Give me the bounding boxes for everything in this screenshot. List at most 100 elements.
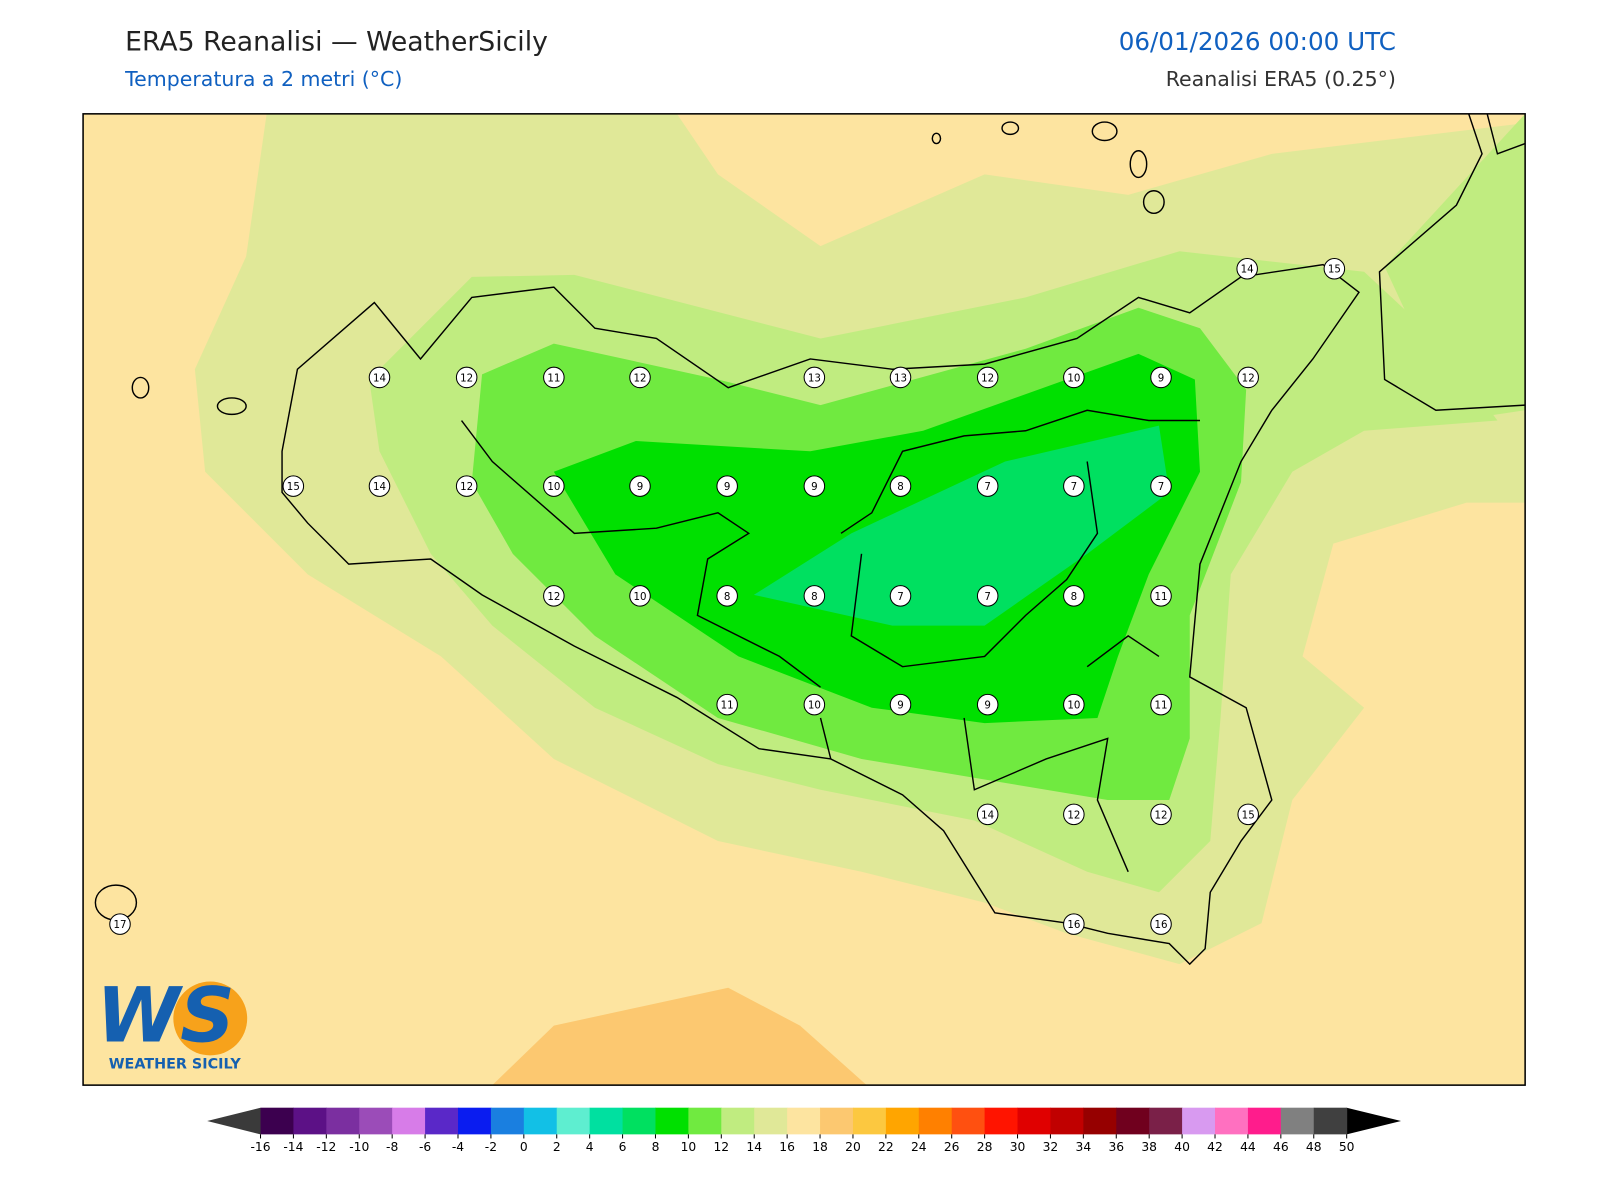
- station-value: 12: [1155, 809, 1168, 821]
- station-value: 14: [981, 809, 994, 821]
- station-value: 9: [897, 700, 904, 712]
- station-value: 15: [287, 481, 300, 493]
- station-marker: [1150, 693, 1172, 716]
- station-value: 14: [373, 372, 386, 384]
- colorbar-tick-label: -8: [386, 1140, 398, 1154]
- station-marker: [1150, 366, 1172, 389]
- station-value: 13: [894, 372, 907, 384]
- station-marker: [976, 803, 999, 826]
- station-value: 12: [1067, 809, 1080, 821]
- colorbar-tick-label: 22: [878, 1140, 894, 1154]
- colorbar-tick-label: 38: [1141, 1140, 1157, 1154]
- colorbar-tick-label: 6: [619, 1140, 627, 1154]
- colorbar-tick-label: 2: [553, 1140, 561, 1154]
- station-marker: [455, 475, 478, 497]
- station-marker: [282, 475, 305, 497]
- coastline: [1378, 113, 1526, 411]
- colorbar-tick-label: 10: [681, 1140, 697, 1154]
- colorbar-tick-label: 34: [1076, 1140, 1092, 1154]
- station-value: 14: [1241, 264, 1254, 276]
- station-value: 12: [633, 372, 646, 384]
- station-value: 10: [547, 481, 560, 493]
- colorbar-box: [359, 1107, 393, 1135]
- station-marker: [1150, 913, 1172, 935]
- station-marker: [629, 585, 651, 607]
- colorbar-box: [984, 1107, 1019, 1135]
- colorbar-tick-label: 20: [845, 1140, 861, 1154]
- colorbar-box: [951, 1107, 986, 1135]
- station-value: 10: [1067, 372, 1080, 384]
- station-marker: [976, 366, 999, 389]
- station-marker: [543, 366, 565, 389]
- colorbar-box: [1182, 1107, 1216, 1135]
- station-marker: [543, 475, 565, 497]
- colorbar-tick-label: 46: [1273, 1140, 1289, 1154]
- station-marker: [889, 475, 912, 497]
- colorbar-tick-label: 40: [1174, 1140, 1190, 1154]
- station-value: 15: [1242, 809, 1255, 821]
- island: [216, 397, 247, 416]
- colorbar-box: [918, 1107, 953, 1135]
- colorbar-tick-label: 30: [1010, 1140, 1026, 1154]
- colorbar-box: [260, 1107, 294, 1135]
- colorbar-tick-label: 50: [1339, 1140, 1355, 1154]
- colorbar-tick-label: 4: [586, 1140, 594, 1154]
- station-value: 8: [897, 481, 904, 493]
- station-marker: [455, 366, 478, 389]
- station-value: 11: [1155, 591, 1168, 603]
- station-marker: [1237, 366, 1259, 389]
- station-value: 7: [897, 591, 904, 603]
- station-value: 12: [460, 481, 473, 493]
- datetime: 06/01/2026 00:00 UTC: [1119, 27, 1396, 56]
- colorbar-box: [457, 1107, 492, 1135]
- logo: WS WEATHER SICILY: [96, 971, 248, 1073]
- station-marker: [803, 693, 826, 716]
- colorbar-box: [392, 1107, 426, 1135]
- station-value: 8: [1071, 591, 1078, 603]
- station-marker: [716, 585, 738, 607]
- station-marker: [1063, 585, 1085, 607]
- colorbar-tick-label: -16: [250, 1140, 270, 1154]
- coastline: [1486, 113, 1526, 155]
- station-marker: [1063, 693, 1085, 716]
- island: [1001, 121, 1020, 136]
- colorbar-tick-label: -4: [452, 1140, 464, 1154]
- logo-sun: [173, 981, 248, 1056]
- colorbar-tick-label: 44: [1240, 1140, 1256, 1154]
- station-value: 8: [724, 591, 731, 603]
- colorbar-box: [688, 1107, 722, 1135]
- station-marker: [1150, 585, 1172, 607]
- colorbar-box: [721, 1107, 755, 1135]
- station-value: 17: [113, 919, 126, 931]
- station-value: 8: [811, 591, 818, 603]
- contour-fill: [1384, 113, 1526, 421]
- colorbar-tick-label: 0: [520, 1140, 528, 1154]
- station-marker: [629, 366, 651, 389]
- colorbar-tick-label: 36: [1108, 1140, 1124, 1154]
- source: Reanalisi ERA5 (0.25°): [1166, 67, 1396, 91]
- station-marker: [889, 693, 912, 716]
- logo-text: WEATHER SICILY: [109, 1057, 242, 1073]
- station-value: 12: [1242, 372, 1255, 384]
- station-value: 10: [1067, 700, 1080, 712]
- station-marker: [716, 693, 738, 716]
- colorbar-box: [523, 1107, 558, 1135]
- station-value: 14: [373, 481, 386, 493]
- colorbar-box: [1083, 1107, 1117, 1135]
- colorbar-box: [1050, 1107, 1084, 1135]
- station-value: 16: [1155, 919, 1168, 931]
- station-marker: [976, 585, 999, 607]
- colorbar-tick-label: 8: [652, 1140, 660, 1154]
- colorbar-box: [425, 1107, 459, 1135]
- station-value: 10: [633, 591, 646, 603]
- island: [1129, 150, 1148, 179]
- station-value: 13: [808, 372, 821, 384]
- colorbar-box: [885, 1107, 920, 1135]
- colorbar-box: [326, 1107, 360, 1135]
- station-value: 9: [724, 481, 731, 493]
- colorbar-tick-label: 26: [944, 1140, 960, 1154]
- colorbar-tick-label: -14: [283, 1140, 303, 1154]
- colorbar-box: [1116, 1107, 1150, 1135]
- stations: 14 12 11 12 13 13 12 10 9 12 15 14 12 10 9 9 9 8 7 7 7 12 10 8 8…: [109, 257, 1346, 935]
- station-marker: [1063, 475, 1085, 497]
